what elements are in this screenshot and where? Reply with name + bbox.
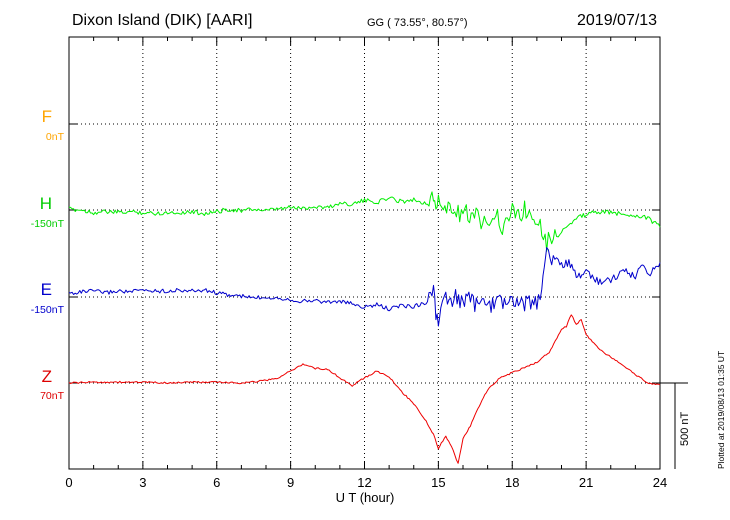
x-tick-label: 3 [139, 475, 147, 490]
component-letter-h: H [39, 194, 52, 213]
station-coordinates: GG ( 73.55°, 80.57°) [367, 17, 468, 29]
x-tick-label: 18 [505, 475, 520, 490]
component-letter-f: F [41, 107, 52, 126]
series-line-h [68, 191, 661, 252]
x-tick-label: 9 [287, 475, 295, 490]
scale-bar [660, 382, 688, 469]
component-baseline-h: -150nT [30, 218, 64, 230]
plotted-timestamp: Plotted at 2019/08/13 01:35 UT [716, 350, 726, 469]
series-line-e [68, 247, 661, 327]
component-letter-e: E [40, 280, 52, 299]
x-axis-label: U T (hour) [335, 490, 395, 505]
x-tick-label: 6 [213, 475, 221, 490]
station-title: Dixon Island (DIK) [AARI] [72, 12, 253, 29]
component-baseline-f: 0nT [45, 131, 64, 143]
x-tick-label: 21 [578, 475, 594, 490]
plot-date: 2019/07/13 [577, 12, 658, 29]
axis-ticks [68, 37, 661, 469]
x-tick-label: 12 [357, 475, 372, 490]
x-tick-label: 15 [431, 475, 446, 490]
scale-bar-label: 500 nT [679, 411, 691, 446]
component-baseline-z: 70nT [40, 390, 64, 402]
component-baseline-e: -150nT [30, 304, 64, 316]
grid-lines [69, 37, 660, 469]
x-tick-label: 24 [652, 475, 668, 490]
component-letter-z: Z [41, 367, 52, 386]
data-series [68, 191, 661, 464]
series-line-z [68, 314, 661, 464]
x-tick-label: 0 [65, 475, 73, 490]
